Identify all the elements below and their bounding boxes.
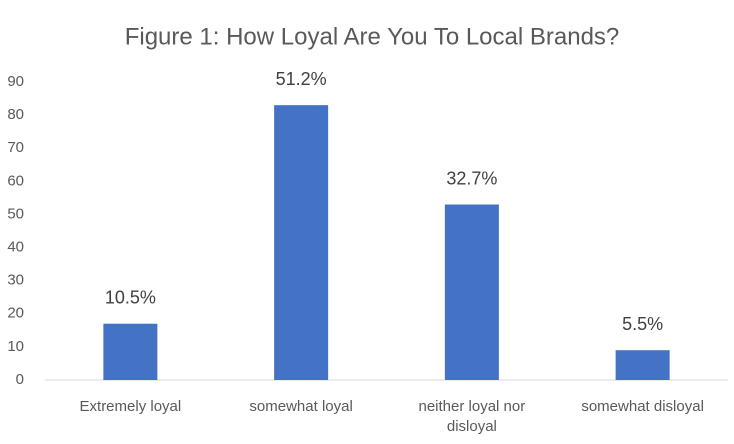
bar [444,204,499,380]
y-tick-label: 80 [7,106,24,123]
chart-title: Figure 1: How Loyal Are You To Local Bra… [125,23,620,50]
bar [615,350,670,380]
x-tick-label: somewhat loyal [249,398,353,415]
y-tick-label: 0 [16,371,24,388]
bar [274,105,329,380]
y-tick-label: 10 [7,338,24,355]
data-label: 5.5% [622,314,663,334]
x-tick-label: Extremely loyal [79,398,182,415]
y-tick-label: 60 [7,172,24,189]
y-tick-label: 40 [7,239,24,256]
y-tick-label: 30 [7,272,24,289]
y-tick-label: 20 [7,305,24,322]
data-label: 51.2% [276,69,327,89]
data-label: 10.5% [105,287,156,307]
data-label: 32.7% [446,168,497,188]
x-tick-label: neither loyal nor disloyal [418,398,526,435]
x-tick-label: somewhat disloyal [581,398,704,415]
bar [103,323,158,380]
y-tick-label: 90 [7,73,24,90]
y-tick-label: 70 [7,139,24,156]
y-tick-label: 50 [7,205,24,222]
